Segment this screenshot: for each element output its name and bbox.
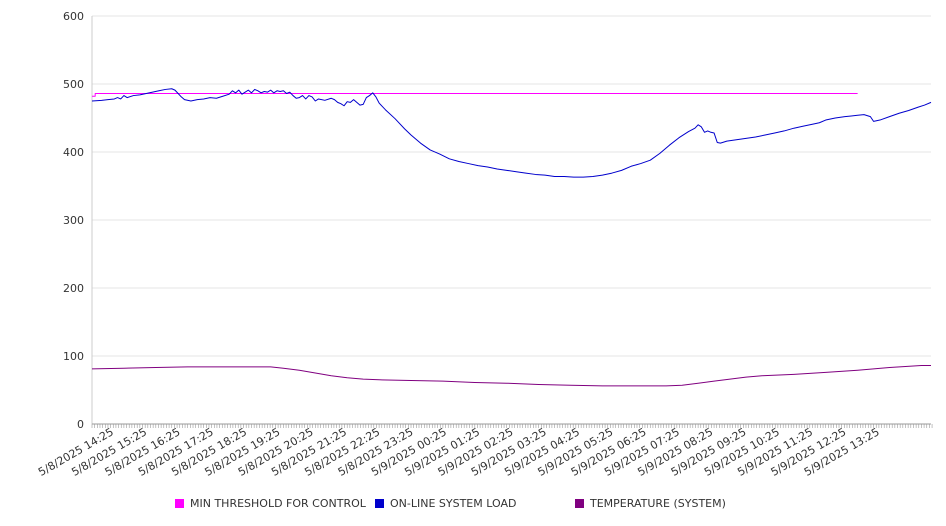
series-line-min-threshold-for-control — [92, 93, 858, 97]
legend-item-temperature: TEMPERATURE (SYSTEM) — [575, 497, 726, 510]
gridlines — [92, 15, 931, 357]
legend-swatch-threshold — [175, 499, 184, 508]
legend-label-threshold: MIN THRESHOLD FOR CONTROL — [190, 497, 366, 510]
y-tick-label: 500 — [63, 78, 84, 91]
y-tick-label: 300 — [63, 214, 84, 227]
x-tick-labels: 5/8/2025 14:255/8/2025 15:255/8/2025 16:… — [36, 425, 882, 479]
legend-item-system-load: ON-LINE SYSTEM LOAD — [375, 497, 516, 510]
legend-item-threshold: MIN THRESHOLD FOR CONTROL — [175, 497, 366, 510]
series-line-on-line-system-load — [91, 88, 932, 178]
y-tick-label: 400 — [63, 146, 84, 159]
legend-label-system-load: ON-LINE SYSTEM LOAD — [390, 497, 517, 510]
chart-legend: MIN THRESHOLD FOR CONTROL ON-LINE SYSTEM… — [0, 497, 946, 515]
legend-swatch-system-load — [375, 499, 384, 508]
y-tick-label: 200 — [63, 282, 84, 295]
y-tick-label: 100 — [63, 350, 84, 363]
legend-label-temperature: TEMPERATURE (SYSTEM) — [590, 497, 726, 510]
series-lines — [91, 88, 932, 387]
axes — [91, 16, 933, 428]
y-tick-labels: 0 100 200 300 400 500 600 — [63, 10, 84, 431]
y-tick-label: 0 — [77, 418, 84, 431]
y-tick-label: 600 — [63, 10, 84, 23]
series-line-temperature-system — [91, 365, 931, 387]
legend-swatch-temperature — [575, 499, 584, 508]
